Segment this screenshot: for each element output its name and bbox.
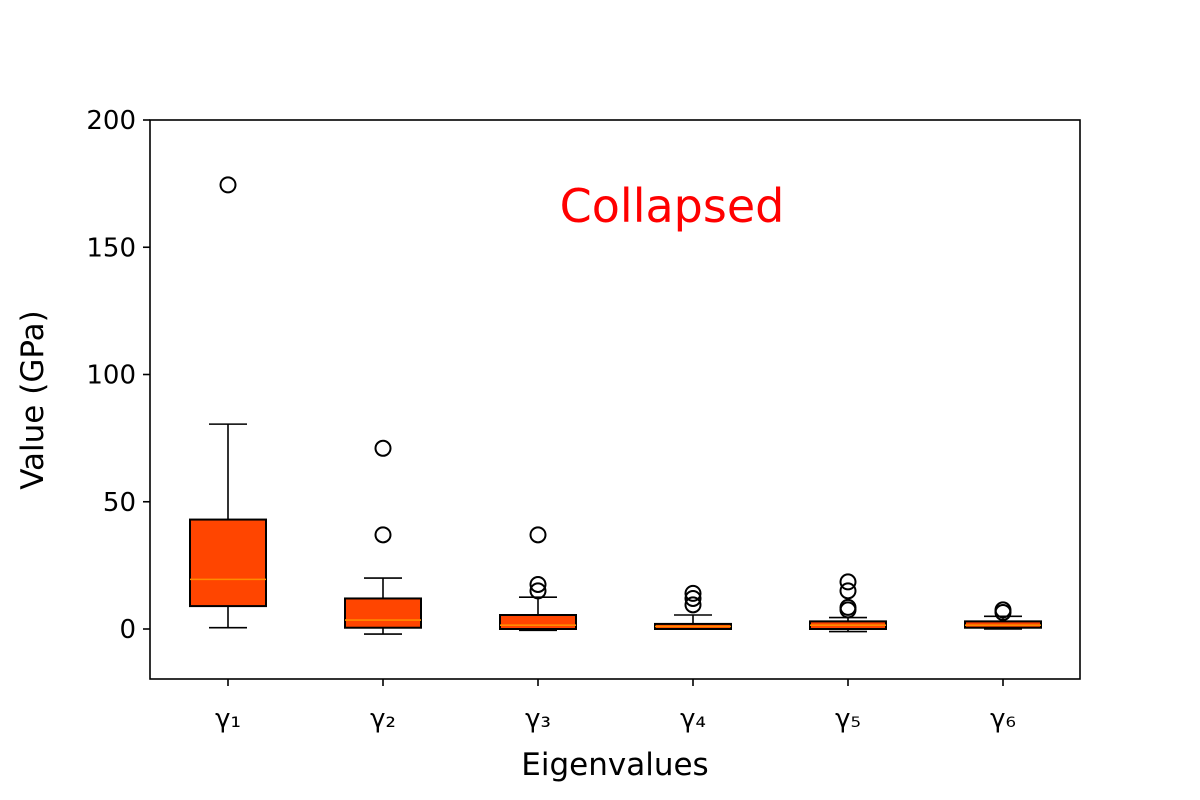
box-group [809,573,887,633]
x-tick-label: γ₁ [215,704,241,734]
box-group [499,526,577,632]
outlier-point [529,526,547,544]
outlier-point [839,573,857,591]
outlier-point [374,439,392,457]
outlier-point [529,582,547,600]
y-tick-label: 0 [119,615,136,645]
y-tick-label: 150 [86,233,136,263]
y-tick-label: 200 [86,106,136,136]
x-tick-label: γ₅ [835,704,861,734]
plot-frame [149,119,1081,680]
x-axis-ticks: γ₁ γ₂ γ₃ γ₄ γ₅ γ₆ [215,679,1016,734]
outlier-point [374,526,392,544]
x-tick-label: γ₆ [990,704,1016,734]
outlier-point [684,584,702,602]
box-group [344,439,422,635]
y-tick-label: 50 [103,488,136,518]
box [499,614,577,631]
outlier-point [839,598,857,616]
y-axis-ticks: 0 50 100 150 200 [86,106,150,645]
x-tick-label: γ₂ [370,704,396,734]
box [189,518,267,608]
y-tick-label: 100 [86,361,136,391]
outlier-point [684,596,702,614]
box [344,597,422,629]
box-group [189,176,267,629]
y-axis-label: Value (GPa) [15,310,51,490]
x-axis-label: Eigenvalues [521,747,708,783]
x-tick-label: γ₄ [680,704,706,734]
annotation-text: Collapsed [560,179,785,233]
plot-layer [189,176,1042,635]
box-group [654,584,732,630]
outlier-point [529,575,547,593]
outlier-point [839,582,857,600]
box-group [964,601,1042,630]
outlier-point [994,601,1012,619]
outlier-point [684,589,702,607]
outlier-point [219,176,237,194]
x-tick-label: γ₃ [525,704,551,734]
